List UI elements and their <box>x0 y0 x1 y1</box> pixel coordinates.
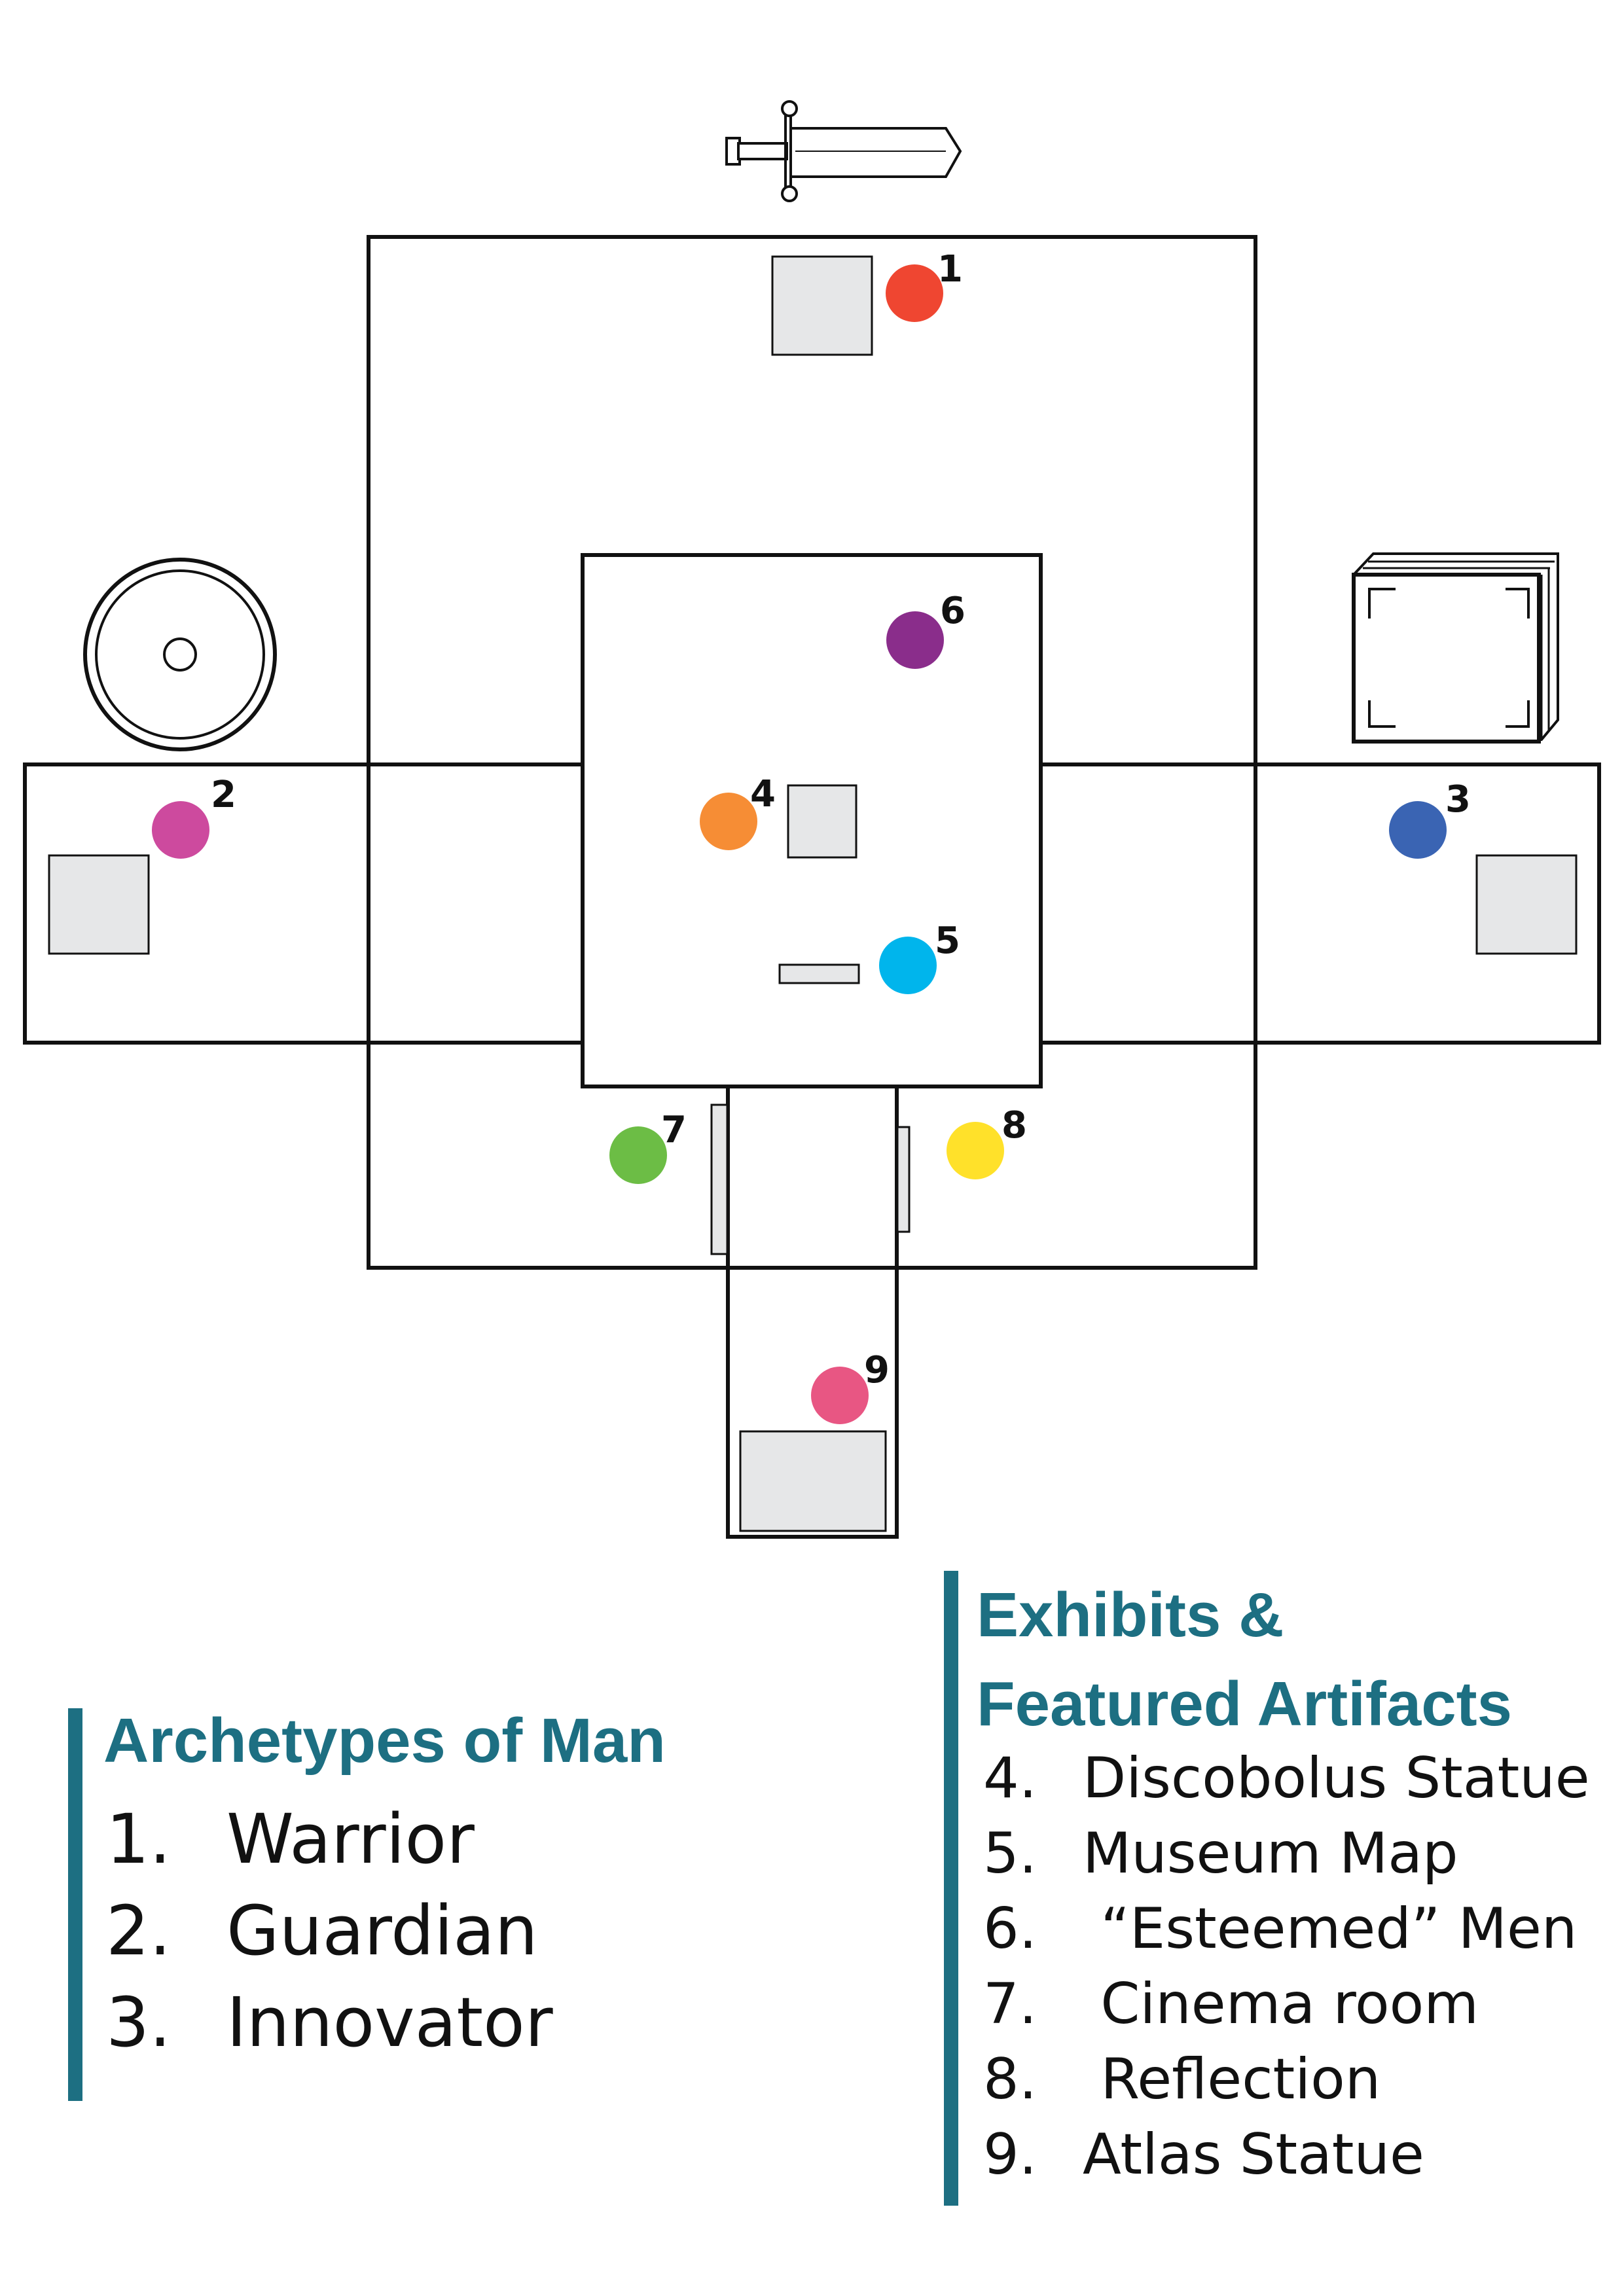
book-icon <box>1352 552 1559 744</box>
archetypes-legend: Archetypes of Man 1. Warrior 2. Guardian 3… <box>68 1708 854 2101</box>
list-item: 6. “Esteemed” Men <box>983 1892 1590 1967</box>
cinema-screen <box>710 1103 729 1255</box>
marker-dot <box>700 793 757 850</box>
item-label: Innovator <box>226 1982 553 2062</box>
item-label: Atlas Statue <box>1083 2122 1424 2187</box>
marker-number: 2 <box>211 774 236 816</box>
reflection-mirror <box>896 1126 911 1233</box>
item-number: 6. <box>983 1896 1038 1962</box>
list-item: 4. Discobolus Statue <box>983 1741 1590 1816</box>
exhibit-marker-4[interactable]: 4 <box>700 773 776 850</box>
legend-accent-bar <box>68 1708 82 2101</box>
exhibit-marker-6[interactable]: 6 <box>886 590 965 669</box>
exhibit-marker-2[interactable]: 2 <box>152 774 236 859</box>
shield-icon <box>83 558 277 751</box>
item-label: Cinema room <box>1083 1971 1479 2037</box>
list-item: 3. Innovator <box>106 1977 553 2068</box>
sword-icon <box>725 100 962 202</box>
legend-title: Exhibits & Featured Artifacts <box>977 1571 1512 1749</box>
item-number: 7. <box>983 1971 1038 2037</box>
discobolus-plinth <box>787 784 857 859</box>
list-item: 7. Cinema room <box>983 1967 1590 2042</box>
item-number: 3. <box>106 1982 171 2062</box>
legend-accent-bar <box>944 1571 958 2206</box>
exhibit-marker-8[interactable]: 8 <box>947 1104 1027 1179</box>
list-item: 8. Reflection <box>983 2042 1590 2117</box>
item-label: Warrior <box>226 1799 475 1879</box>
item-number: 1. <box>106 1799 171 1879</box>
marker-number: 5 <box>935 920 960 962</box>
item-number: 5. <box>983 1821 1038 1886</box>
item-number: 8. <box>983 2047 1038 2112</box>
archetypes-list: 1. Warrior 2. Guardian 3. Innovator <box>106 1793 553 2068</box>
item-number: 9. <box>983 2122 1038 2187</box>
item-label: Guardian <box>226 1891 538 1971</box>
item-label: Discobolus Statue <box>1083 1746 1590 1811</box>
museum-map-panel <box>778 963 860 984</box>
exhibit-marker-1[interactable]: 1 <box>886 248 963 322</box>
marker-dot <box>879 937 937 994</box>
marker-number: 8 <box>1001 1104 1027 1147</box>
list-item: 2. Guardian <box>106 1885 553 1977</box>
marker-dot <box>1389 801 1447 859</box>
exhibit-marker-3[interactable]: 3 <box>1389 778 1471 859</box>
item-number: 4. <box>983 1746 1038 1811</box>
display-plinth-guardian <box>48 854 150 955</box>
item-label: Museum Map <box>1083 1821 1458 1886</box>
list-item: 1. Warrior <box>106 1793 553 1885</box>
legend-title-line-1: Exhibits & <box>977 1580 1284 1650</box>
marker-number: 4 <box>750 773 776 816</box>
museum-floor-plan: 1 2 3 4 5 6 7 8 9 <box>23 100 1601 1539</box>
item-label: Reflection <box>1083 2047 1381 2112</box>
atlas-plinth <box>739 1430 887 1532</box>
marker-dot <box>811 1367 869 1424</box>
display-plinth-warrior <box>771 255 873 356</box>
marker-number: 3 <box>1445 778 1471 821</box>
exhibit-marker-5[interactable]: 5 <box>879 920 960 994</box>
exhibits-legend: Exhibits & Featured Artifacts 4. Discobol… <box>944 1571 1612 2206</box>
marker-number: 6 <box>940 590 965 632</box>
marker-dot <box>886 264 943 322</box>
display-plinth-innovator <box>1475 854 1578 955</box>
exhibits-list: 4. Discobolus Statue 5. Museum Map 6. “Est… <box>983 1741 1590 2193</box>
legend-title-line-2: Featured Artifacts <box>977 1669 1512 1739</box>
marker-number: 7 <box>661 1109 687 1151</box>
item-number: 2. <box>106 1891 171 1971</box>
marker-dot <box>886 611 944 669</box>
marker-dot <box>609 1126 667 1184</box>
legend-title: Archetypes of Man <box>103 1706 666 1776</box>
marker-number: 9 <box>864 1349 890 1391</box>
list-item: 5. Museum Map <box>983 1816 1590 1892</box>
exhibit-marker-7[interactable]: 7 <box>609 1109 687 1184</box>
marker-dot <box>947 1122 1004 1179</box>
exhibit-marker-9[interactable]: 9 <box>811 1349 890 1424</box>
list-item: 9. Atlas Statue <box>983 2117 1590 2193</box>
item-label: “Esteemed” Men <box>1083 1896 1578 1962</box>
marker-dot <box>152 801 209 859</box>
marker-number: 1 <box>937 248 963 291</box>
